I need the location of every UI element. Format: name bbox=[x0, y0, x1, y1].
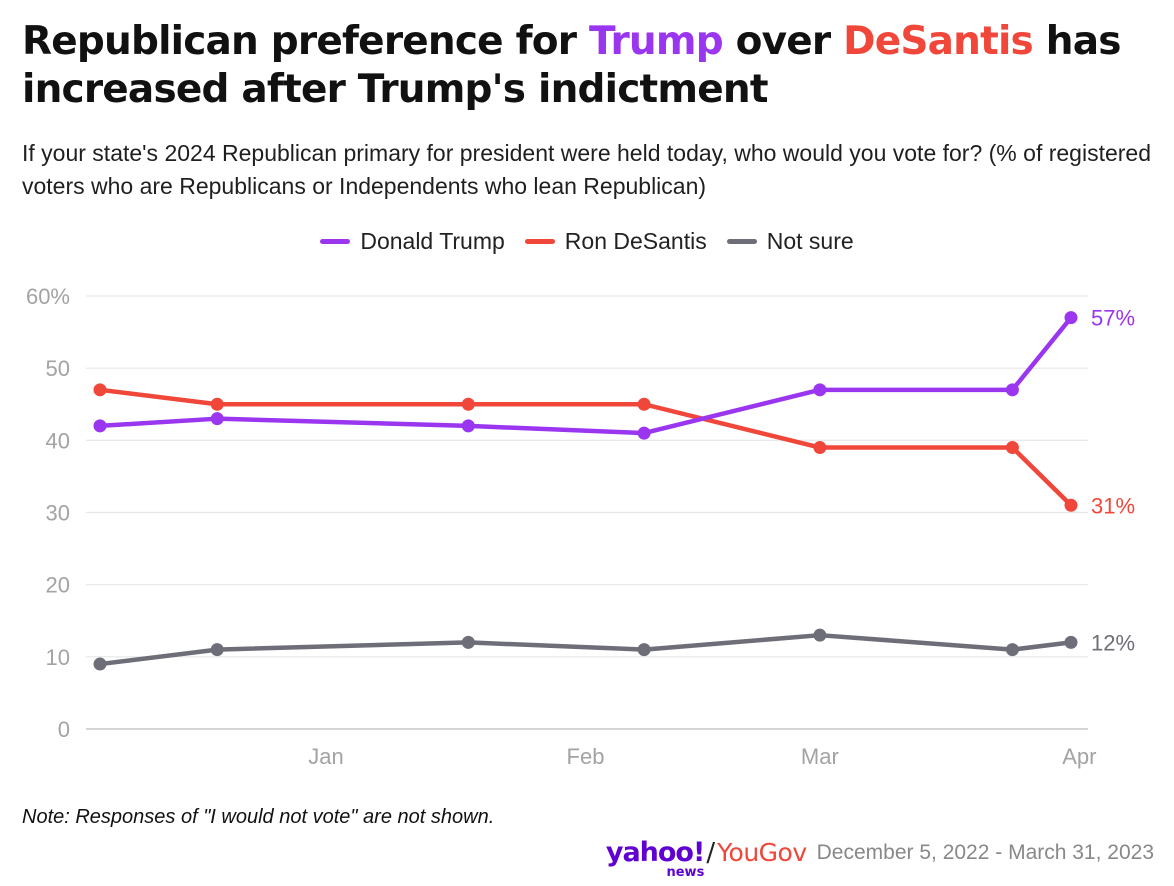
data-point-donald-trump bbox=[1064, 311, 1078, 325]
end-label-ron-desantis: 31% bbox=[1091, 493, 1135, 518]
data-point-not-sure bbox=[210, 643, 224, 657]
legend-item-trump: Donald Trump bbox=[320, 228, 505, 255]
legend-swatch-not-sure bbox=[726, 239, 757, 244]
x-tick-label: Feb bbox=[567, 744, 605, 769]
legend-swatch-desantis bbox=[524, 239, 555, 244]
data-point-not-sure bbox=[637, 643, 651, 657]
x-tick-label: Jan bbox=[308, 744, 343, 769]
legend-label-desantis: Ron DeSantis bbox=[564, 228, 707, 254]
data-point-ron-desantis bbox=[637, 397, 651, 411]
data-point-ron-desantis bbox=[813, 441, 827, 455]
data-point-ron-desantis bbox=[93, 383, 107, 397]
series-lines bbox=[97, 315, 1074, 667]
data-point-not-sure bbox=[1064, 635, 1078, 649]
data-point-donald-trump bbox=[1005, 383, 1019, 397]
data-point-not-sure bbox=[93, 657, 107, 671]
yougov-wordmark: YouGov bbox=[717, 838, 807, 867]
yahoo-news-logo: yahoo! news bbox=[605, 837, 705, 880]
data-point-ron-desantis bbox=[1064, 498, 1078, 512]
y-tick-label: 10 bbox=[46, 645, 70, 670]
y-tick-label: 50 bbox=[46, 356, 70, 381]
y-tick-label: 20 bbox=[46, 573, 70, 598]
end-label-not-sure: 12% bbox=[1091, 630, 1135, 655]
legend-label-not-sure: Not sure bbox=[766, 228, 854, 254]
end-labels: 12% 31% 57% bbox=[1091, 306, 1135, 656]
data-point-ron-desantis bbox=[210, 397, 224, 411]
legend-label-trump: Donald Trump bbox=[360, 228, 505, 254]
title-part-2: over bbox=[722, 19, 844, 64]
data-point-donald-trump bbox=[93, 419, 107, 433]
grid-lines bbox=[86, 295, 1088, 730]
yahoo-wordmark: yahoo! bbox=[605, 837, 705, 868]
data-point-not-sure bbox=[1005, 643, 1019, 657]
logo-slash: / bbox=[706, 838, 716, 868]
x-tick-label: Mar bbox=[801, 744, 839, 769]
y-axis-labels: 60% 50 40 30 20 10 0 bbox=[26, 284, 70, 742]
y-tick-label: 40 bbox=[46, 428, 70, 453]
title-part-1: Republican preference for bbox=[22, 19, 589, 64]
x-axis-labels: Jan Feb Mar Apr bbox=[308, 744, 1096, 769]
legend-swatch-trump bbox=[320, 239, 351, 244]
legend-item-desantis: Ron DeSantis bbox=[524, 228, 707, 255]
data-point-donald-trump bbox=[461, 419, 475, 433]
footnote: Note: Responses of "I would not vote" ar… bbox=[22, 806, 495, 828]
chart-title: Republican preference for Trump over DeS… bbox=[22, 18, 1162, 114]
footer: yahoo! news / YouGov December 5, 2022 - … bbox=[605, 837, 1154, 880]
data-point-ron-desantis bbox=[461, 397, 475, 411]
chart-subtitle: If your state's 2024 Republican primary … bbox=[22, 140, 1151, 199]
legend-item-not-sure: Not sure bbox=[726, 228, 854, 255]
data-point-not-sure bbox=[813, 628, 827, 642]
data-point-ron-desantis bbox=[1005, 441, 1019, 455]
title-desantis: DeSantis bbox=[843, 19, 1034, 64]
x-tick-label: Apr bbox=[1062, 744, 1096, 769]
y-tick-label: 30 bbox=[46, 501, 70, 526]
data-point-donald-trump bbox=[210, 412, 224, 426]
end-label-donald-trump: 57% bbox=[1091, 306, 1135, 331]
series-line-not-sure bbox=[97, 632, 1074, 667]
yahoo-yougov-logo: yahoo! news / YouGov bbox=[605, 837, 807, 880]
data-point-donald-trump bbox=[637, 426, 651, 440]
title-trump: Trump bbox=[588, 19, 724, 64]
series-line-donald-trump bbox=[97, 315, 1074, 436]
news-wordmark: news bbox=[666, 865, 705, 880]
data-point-donald-trump bbox=[813, 383, 827, 397]
y-tick-label: 0 bbox=[58, 717, 70, 742]
data-points bbox=[93, 311, 1078, 671]
date-range: December 5, 2022 - March 31, 2023 bbox=[816, 841, 1154, 864]
title-part-3: has increased after Trump's indictment bbox=[22, 19, 1121, 112]
data-point-not-sure bbox=[461, 635, 475, 649]
series-line-ron-desantis bbox=[97, 387, 1074, 508]
y-tick-label: 60% bbox=[26, 284, 70, 309]
line-chart: 60% 50 40 30 20 10 0 Jan Feb Mar Apr 12% 31% 57% bbox=[26, 284, 1135, 769]
chart-legend: Donald Trump Ron DeSantis Not sure bbox=[0, 228, 1174, 255]
